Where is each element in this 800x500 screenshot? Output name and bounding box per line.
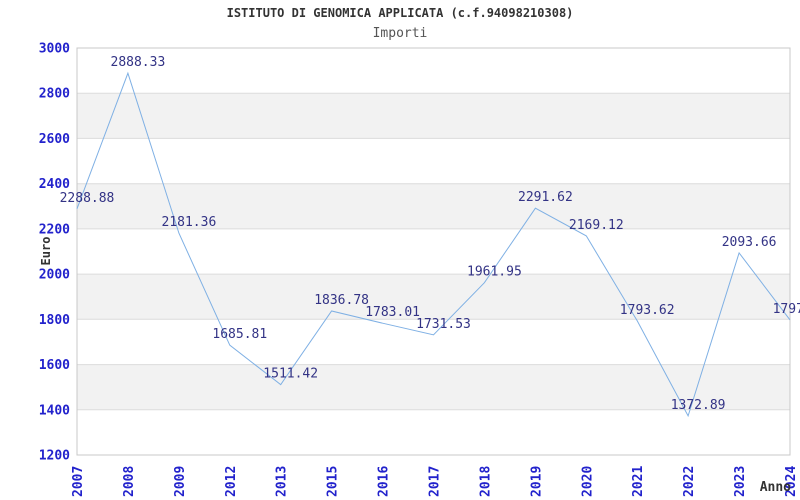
y-tick-label: 1600 — [39, 358, 70, 373]
plot-band — [77, 183, 790, 229]
plot-band — [77, 93, 790, 139]
x-tick-label: 2023 — [733, 466, 748, 497]
y-tick-label: 1200 — [39, 449, 70, 464]
plot-border — [76, 47, 791, 456]
x-tick-label: 2009 — [173, 466, 188, 497]
x-tick-label: 2020 — [580, 466, 595, 497]
x-axis-title: Anno — [760, 480, 791, 495]
x-tick-label: 2013 — [275, 466, 290, 497]
y-tick-label: 1400 — [39, 403, 70, 418]
x-tick-label: 2016 — [377, 466, 392, 497]
point-value-label: 1961.95 — [467, 265, 522, 280]
point-value-label: 2169.12 — [569, 218, 624, 233]
point-value-label: 2888.33 — [111, 55, 166, 70]
x-tick-label: 2021 — [631, 466, 646, 497]
point-value-label: 1685.81 — [212, 327, 267, 342]
plot-band — [77, 274, 790, 320]
x-tick-label: 2008 — [122, 466, 137, 497]
point-value-label: 2291.62 — [518, 190, 573, 205]
point-value-label: 1793.62 — [620, 303, 675, 318]
chart-subtitle: Importi — [372, 26, 428, 41]
y-tick-label: 2000 — [39, 268, 70, 283]
plot-band — [77, 364, 790, 410]
x-tick-label: 2012 — [224, 466, 239, 497]
y-tick-label: 2600 — [39, 132, 70, 147]
x-tick-label: 2017 — [428, 466, 443, 497]
point-value-label: 1783.01 — [365, 305, 420, 320]
y-tick-label: 2800 — [39, 87, 70, 102]
chart-title: ISTITUTO DI GENOMICA APPLICATA (c.f.9409… — [226, 6, 574, 20]
y-tick-label: 1800 — [39, 313, 70, 328]
x-tick-label: 2019 — [529, 466, 544, 497]
x-tick-label: 2007 — [71, 466, 86, 497]
series-line — [76, 71, 791, 418]
point-value-label: 2181.36 — [162, 215, 217, 230]
point-value-label: 1836.78 — [314, 293, 369, 308]
y-tick-label: 2200 — [39, 222, 70, 237]
point-value-label: 2093.66 — [722, 235, 777, 250]
y-axis-title: Euro — [39, 237, 53, 266]
point-value-label: 1372.89 — [671, 398, 726, 413]
point-value-label: 1511.42 — [263, 367, 318, 382]
point-value-label: 2288.88 — [60, 191, 115, 206]
y-tick-label: 3000 — [39, 42, 70, 57]
x-tick-label: 2015 — [326, 466, 341, 497]
point-value-label: 1731.53 — [416, 317, 471, 332]
x-tick-label: 2018 — [478, 466, 493, 497]
x-tick-label: 2022 — [682, 466, 697, 497]
y-tick-label: 2400 — [39, 177, 70, 192]
x-tick-label: 2024 — [784, 466, 799, 497]
point-value-label: 1797.55 — [773, 302, 800, 317]
